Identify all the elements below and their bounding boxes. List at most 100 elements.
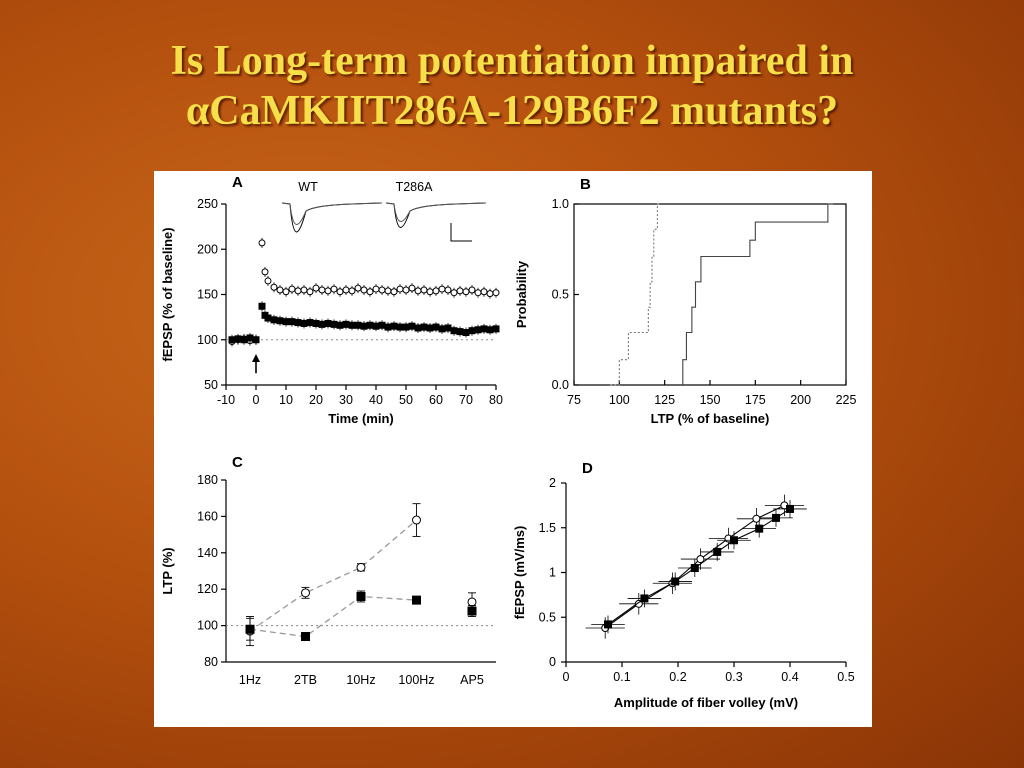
panel-b-frame [573, 203, 847, 386]
panel-d-y-tick-label: 1 [549, 566, 556, 580]
panel-c-point [356, 562, 366, 572]
panel-a-point [468, 286, 476, 294]
panel-a-point [306, 319, 314, 327]
panel-a-trace-t286a-pre [385, 202, 487, 222]
panel-a-point [414, 287, 422, 295]
panel-a-point [252, 336, 260, 344]
panel-c-y-tick-label: 180 [197, 473, 218, 487]
panel-c-point [467, 606, 477, 616]
panel-a-scale-bar [450, 223, 472, 242]
panel-a-point [300, 286, 308, 294]
panel-a-point [342, 320, 350, 328]
panel-a-point [420, 323, 428, 331]
panel-a-point [384, 323, 392, 331]
panel-c-category-label: 2TB [294, 673, 317, 687]
panel-d-point [604, 620, 612, 629]
panel-a-point [276, 317, 284, 325]
panel-a-x-label: Time (min) [328, 411, 394, 426]
panel-a-point [390, 288, 398, 296]
panel-c-category-label: AP5 [460, 673, 484, 687]
panel-d-y-tick-label: 0 [549, 655, 556, 669]
panel-a-point [258, 302, 266, 310]
panel-a-point [444, 286, 452, 294]
panel-c-point [245, 624, 255, 634]
panel-a-point [492, 325, 500, 333]
panel-c-point [467, 597, 477, 607]
panel-a-trace-wt-pre [281, 202, 383, 225]
panel-a-point [282, 288, 290, 296]
panel-a-point [324, 287, 332, 295]
panel-c-point [301, 588, 310, 598]
panel-a-point [462, 329, 470, 337]
panel-d-point [713, 547, 722, 556]
panel-a-point [264, 277, 272, 285]
panel-d-point [730, 536, 738, 545]
panel-a-point [468, 327, 476, 335]
panel-b-x-tick-label: 150 [700, 393, 721, 407]
panel-a-point [348, 321, 356, 329]
panel-b-x-tick-label: 125 [654, 393, 675, 407]
figure-panel: A 50 100 150 200 250 -10 0 10 20 30 40 50 60 70 80 Time … [154, 171, 872, 727]
panel-c-point [301, 632, 310, 642]
panel-a-point [306, 288, 314, 296]
panel-a-point [360, 322, 368, 330]
panel-a-point [318, 320, 326, 328]
panel-a-y-tick-label: 150 [197, 288, 218, 302]
panel-b-y-tick-label: 0.0 [552, 378, 569, 392]
panel-d-point [755, 524, 764, 533]
panel-a-point [390, 322, 398, 330]
panel-b-y-label: Probability [514, 260, 529, 328]
panel-b-x-label: LTP (% of baseline) [651, 411, 770, 426]
panel-a-point [444, 324, 452, 332]
panel-a-point [408, 284, 416, 292]
panel-a-point [432, 287, 440, 295]
panel-b-x-tick-label: 75 [567, 393, 581, 407]
panel-a-point [348, 287, 356, 295]
panel-a-x-tick-label: 40 [369, 393, 383, 407]
panel-a-point [228, 336, 236, 344]
panel-a-point [270, 283, 278, 291]
panel-d-point [640, 594, 649, 603]
panel-a-x-tick-label: 20 [309, 393, 323, 407]
panel-c-series-line [249, 595, 417, 638]
panel-a-point [366, 288, 374, 296]
panel-a-point [384, 287, 392, 295]
panel-a-x-tick-label: 70 [459, 393, 473, 407]
panel-d-y-tick-label: 1.5 [539, 521, 556, 535]
panel-a-x-tick-label: 0 [253, 393, 260, 407]
panel-a-point [438, 285, 446, 293]
panel-a-y-tick-label: 50 [204, 378, 218, 392]
panel-d-x-tick-label: 0.5 [837, 670, 854, 684]
panel-a-x-tick-label: 10 [279, 393, 293, 407]
panel-a-point [426, 324, 434, 332]
panel-a-arrow-head [252, 354, 260, 363]
panel-a-point [396, 285, 404, 293]
panel-a-y-tick-label: 250 [197, 197, 218, 211]
panel-b-x-tick-label: 100 [609, 393, 630, 407]
panel-c-point [412, 595, 421, 605]
panel-c-label: C [232, 454, 243, 471]
panel-c-y-tick-label: 100 [197, 619, 218, 633]
panel-a-point [408, 322, 416, 330]
slide-title: Is Long-term potentiation impaired in αC… [0, 36, 1024, 136]
panel-a-point [354, 321, 362, 329]
panel-d-x-tick-label: 0.4 [781, 670, 798, 684]
panel-a-point [270, 316, 278, 324]
panel-c-category-label: 10Hz [346, 673, 375, 687]
panel-a-point [288, 285, 296, 293]
panel-d-point [752, 514, 761, 523]
panel-c-point [356, 591, 366, 601]
panel-a-point [330, 285, 338, 293]
panel-a-point [336, 321, 344, 329]
panel-d-y-tick-label: 0.5 [539, 610, 556, 624]
panel-c-series-line [249, 519, 417, 632]
panel-d-point [690, 564, 699, 573]
panel-d-label: D [582, 460, 593, 477]
panel-a-point [438, 325, 446, 333]
panel-a-point [414, 324, 422, 332]
panel-a-point [450, 327, 458, 335]
panel-a-trace-t286a-post [385, 202, 487, 228]
panel-a-point [402, 286, 410, 294]
panel-a-point [372, 285, 380, 293]
